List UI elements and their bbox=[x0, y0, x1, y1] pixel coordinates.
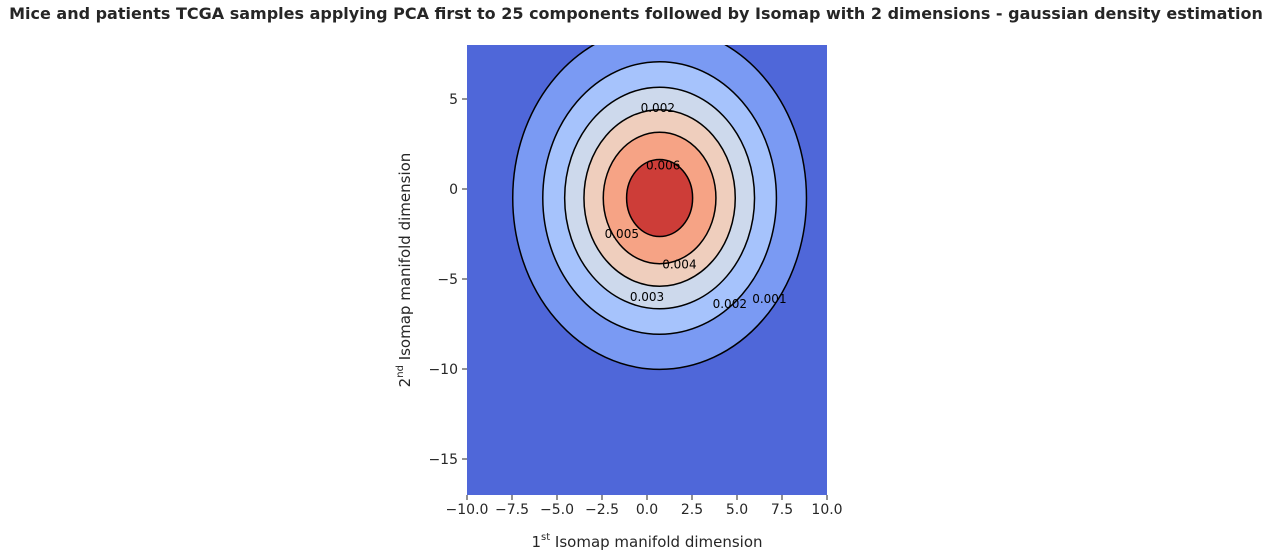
contour-line-level bbox=[512, 45, 808, 371]
y-axis-label: 2nd Isomap manifold dimension bbox=[395, 153, 414, 388]
contour-fill-peak bbox=[626, 159, 693, 237]
contour-label: 0.003 bbox=[630, 290, 664, 304]
y-tick-label: −10 bbox=[428, 362, 458, 378]
x-axis-ticks: −10.0 −7.5 −5.0 −2.5 0.0 2.5 5.0 7.5 10.0 bbox=[446, 495, 843, 518]
y-tick-label: −5 bbox=[437, 272, 458, 288]
y-tick-label: 0 bbox=[449, 182, 458, 198]
x-tick-label: 5.0 bbox=[726, 502, 748, 518]
y-axis-ticks: 5 0 −5 −10 −15 bbox=[428, 92, 467, 468]
contour-label: 0.006 bbox=[646, 159, 680, 173]
x-tick-label: 0.0 bbox=[636, 502, 658, 518]
contour-lines bbox=[512, 45, 808, 371]
x-tick-label: 2.5 bbox=[681, 502, 703, 518]
contour-line-level bbox=[583, 108, 737, 288]
x-axis-label-superscript: st bbox=[541, 532, 550, 543]
contour-label: 0.005 bbox=[605, 227, 639, 241]
x-tick-label: −10.0 bbox=[446, 502, 489, 518]
y-axis-label-number: 2 bbox=[396, 378, 414, 388]
x-axis-label-number: 1 bbox=[531, 533, 541, 551]
x-axis-label: 1st Isomap manifold dimension bbox=[531, 532, 762, 551]
y-tick-label: −15 bbox=[428, 452, 458, 468]
y-axis-label-text: Isomap manifold dimension bbox=[396, 153, 414, 365]
contour-line-level bbox=[625, 158, 694, 238]
contour-label: 0.004 bbox=[662, 258, 696, 272]
x-tick-label: −2.5 bbox=[585, 502, 619, 518]
contour-fills bbox=[512, 45, 807, 370]
x-tick-label: 10.0 bbox=[811, 502, 842, 518]
contour-labels: 0.002 0.006 0.005 0.004 0.003 0.002 0.001 bbox=[605, 101, 787, 311]
contour-line-level bbox=[602, 131, 717, 265]
contour-line-level bbox=[542, 60, 778, 336]
contour-label: 0.002 bbox=[713, 297, 747, 311]
contour-line-level bbox=[563, 86, 756, 310]
contour-label: 0.002 bbox=[641, 101, 675, 115]
x-axis-label-text: Isomap manifold dimension bbox=[550, 533, 762, 551]
y-axis-label-superscript: nd bbox=[395, 365, 406, 378]
x-tick-label: −7.5 bbox=[495, 502, 529, 518]
x-tick-label: −5.0 bbox=[540, 502, 574, 518]
y-tick-label: 5 bbox=[449, 92, 458, 108]
contour-label: 0.001 bbox=[752, 292, 786, 306]
chart-title: Mice and patients TCGA samples applying … bbox=[9, 4, 1263, 23]
x-tick-label: 7.5 bbox=[771, 502, 793, 518]
